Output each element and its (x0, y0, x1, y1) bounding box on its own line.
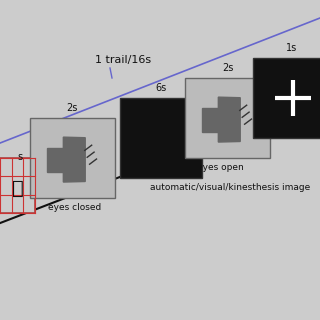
Text: 2s: 2s (66, 103, 78, 113)
Bar (253, 58, 320, 138)
Text: eyes open: eyes open (196, 163, 244, 172)
Bar (120, 98, 202, 178)
Polygon shape (63, 137, 85, 182)
Text: 力: 力 (12, 179, 23, 198)
Bar (47, 148, 63, 172)
Text: 1 trail/16s: 1 trail/16s (95, 55, 151, 65)
Text: 2s: 2s (222, 63, 234, 73)
Polygon shape (218, 97, 240, 142)
Text: automatic/visual/kinesthesis image: automatic/visual/kinesthesis image (150, 183, 310, 192)
Bar (202, 108, 218, 132)
Bar (30, 118, 115, 198)
Text: 1s: 1s (286, 43, 298, 53)
Text: 6s: 6s (156, 83, 167, 93)
Bar (185, 78, 270, 158)
Bar (0, 158, 35, 213)
Text: s: s (17, 152, 23, 162)
Text: eyes closed: eyes closed (48, 203, 102, 212)
